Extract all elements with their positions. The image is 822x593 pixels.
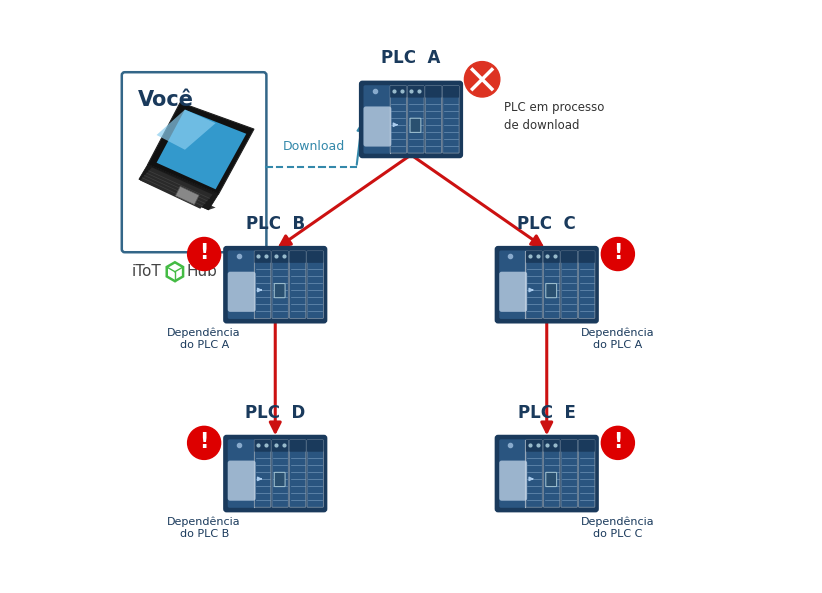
- FancyBboxPatch shape: [307, 251, 323, 318]
- FancyBboxPatch shape: [224, 436, 326, 511]
- FancyBboxPatch shape: [272, 251, 289, 318]
- FancyBboxPatch shape: [272, 440, 289, 452]
- FancyBboxPatch shape: [289, 251, 306, 263]
- Circle shape: [602, 426, 635, 460]
- Text: Você: Você: [138, 90, 194, 110]
- FancyBboxPatch shape: [579, 251, 595, 318]
- Circle shape: [187, 426, 220, 460]
- Text: !: !: [200, 432, 209, 452]
- FancyBboxPatch shape: [425, 86, 441, 98]
- Text: !: !: [613, 432, 622, 452]
- FancyBboxPatch shape: [255, 251, 270, 263]
- FancyBboxPatch shape: [579, 251, 595, 263]
- FancyBboxPatch shape: [561, 440, 577, 452]
- Text: PLC  B: PLC B: [246, 215, 305, 233]
- Text: PLC  A: PLC A: [381, 49, 441, 68]
- Polygon shape: [156, 110, 215, 150]
- FancyBboxPatch shape: [561, 440, 577, 507]
- FancyBboxPatch shape: [228, 439, 256, 508]
- Text: iToT: iToT: [132, 264, 162, 279]
- FancyBboxPatch shape: [255, 440, 270, 452]
- Circle shape: [187, 237, 220, 270]
- FancyBboxPatch shape: [363, 85, 391, 154]
- Text: Hub: Hub: [186, 264, 217, 279]
- Text: Dependência
do PLC A: Dependência do PLC A: [168, 327, 241, 350]
- Text: PLC em processo
de download: PLC em processo de download: [504, 101, 604, 132]
- FancyBboxPatch shape: [408, 86, 424, 153]
- Polygon shape: [175, 186, 199, 205]
- Text: Dependência
do PLC A: Dependência do PLC A: [581, 327, 654, 350]
- FancyBboxPatch shape: [543, 440, 560, 507]
- Polygon shape: [156, 110, 247, 189]
- FancyBboxPatch shape: [526, 440, 543, 507]
- FancyBboxPatch shape: [228, 272, 256, 312]
- FancyBboxPatch shape: [228, 250, 256, 319]
- FancyBboxPatch shape: [255, 251, 270, 318]
- FancyBboxPatch shape: [360, 82, 462, 157]
- FancyBboxPatch shape: [363, 107, 391, 146]
- FancyBboxPatch shape: [122, 72, 266, 252]
- FancyBboxPatch shape: [275, 473, 285, 486]
- FancyBboxPatch shape: [272, 251, 289, 263]
- FancyBboxPatch shape: [289, 440, 306, 507]
- FancyBboxPatch shape: [307, 440, 323, 452]
- FancyBboxPatch shape: [443, 86, 459, 153]
- FancyBboxPatch shape: [526, 251, 543, 263]
- FancyBboxPatch shape: [390, 86, 407, 153]
- FancyBboxPatch shape: [289, 251, 306, 318]
- Text: PLC  E: PLC E: [518, 404, 575, 422]
- FancyBboxPatch shape: [408, 86, 424, 98]
- FancyBboxPatch shape: [543, 440, 560, 452]
- FancyBboxPatch shape: [499, 439, 527, 508]
- FancyBboxPatch shape: [289, 440, 306, 452]
- FancyBboxPatch shape: [255, 440, 270, 507]
- Text: Dependência
do PLC B: Dependência do PLC B: [168, 516, 241, 539]
- Text: PLC  D: PLC D: [245, 404, 306, 422]
- Circle shape: [464, 62, 500, 97]
- FancyBboxPatch shape: [496, 436, 598, 511]
- FancyBboxPatch shape: [561, 251, 577, 318]
- FancyBboxPatch shape: [579, 440, 595, 507]
- FancyBboxPatch shape: [228, 461, 256, 500]
- Polygon shape: [139, 164, 219, 210]
- Circle shape: [602, 237, 635, 270]
- FancyBboxPatch shape: [275, 283, 285, 298]
- FancyBboxPatch shape: [546, 283, 556, 298]
- FancyBboxPatch shape: [390, 86, 407, 98]
- FancyBboxPatch shape: [499, 250, 527, 319]
- FancyBboxPatch shape: [307, 251, 323, 263]
- Polygon shape: [148, 103, 254, 194]
- FancyBboxPatch shape: [526, 251, 543, 318]
- FancyBboxPatch shape: [499, 461, 527, 500]
- FancyBboxPatch shape: [526, 440, 543, 452]
- FancyBboxPatch shape: [224, 247, 326, 323]
- Polygon shape: [140, 167, 213, 209]
- Text: !: !: [613, 243, 622, 263]
- FancyBboxPatch shape: [425, 86, 441, 153]
- Text: PLC  C: PLC C: [517, 215, 576, 233]
- FancyBboxPatch shape: [546, 473, 556, 486]
- FancyBboxPatch shape: [496, 247, 598, 323]
- Text: Download: Download: [284, 140, 345, 152]
- FancyBboxPatch shape: [307, 440, 323, 507]
- Polygon shape: [139, 176, 215, 210]
- FancyBboxPatch shape: [561, 251, 577, 263]
- Text: !: !: [200, 243, 209, 263]
- FancyBboxPatch shape: [443, 86, 459, 98]
- FancyBboxPatch shape: [543, 251, 560, 263]
- FancyBboxPatch shape: [543, 251, 560, 318]
- FancyBboxPatch shape: [410, 118, 421, 132]
- FancyBboxPatch shape: [579, 440, 595, 452]
- FancyBboxPatch shape: [272, 440, 289, 507]
- FancyBboxPatch shape: [499, 272, 527, 312]
- Text: Dependência
do PLC C: Dependência do PLC C: [581, 516, 654, 539]
